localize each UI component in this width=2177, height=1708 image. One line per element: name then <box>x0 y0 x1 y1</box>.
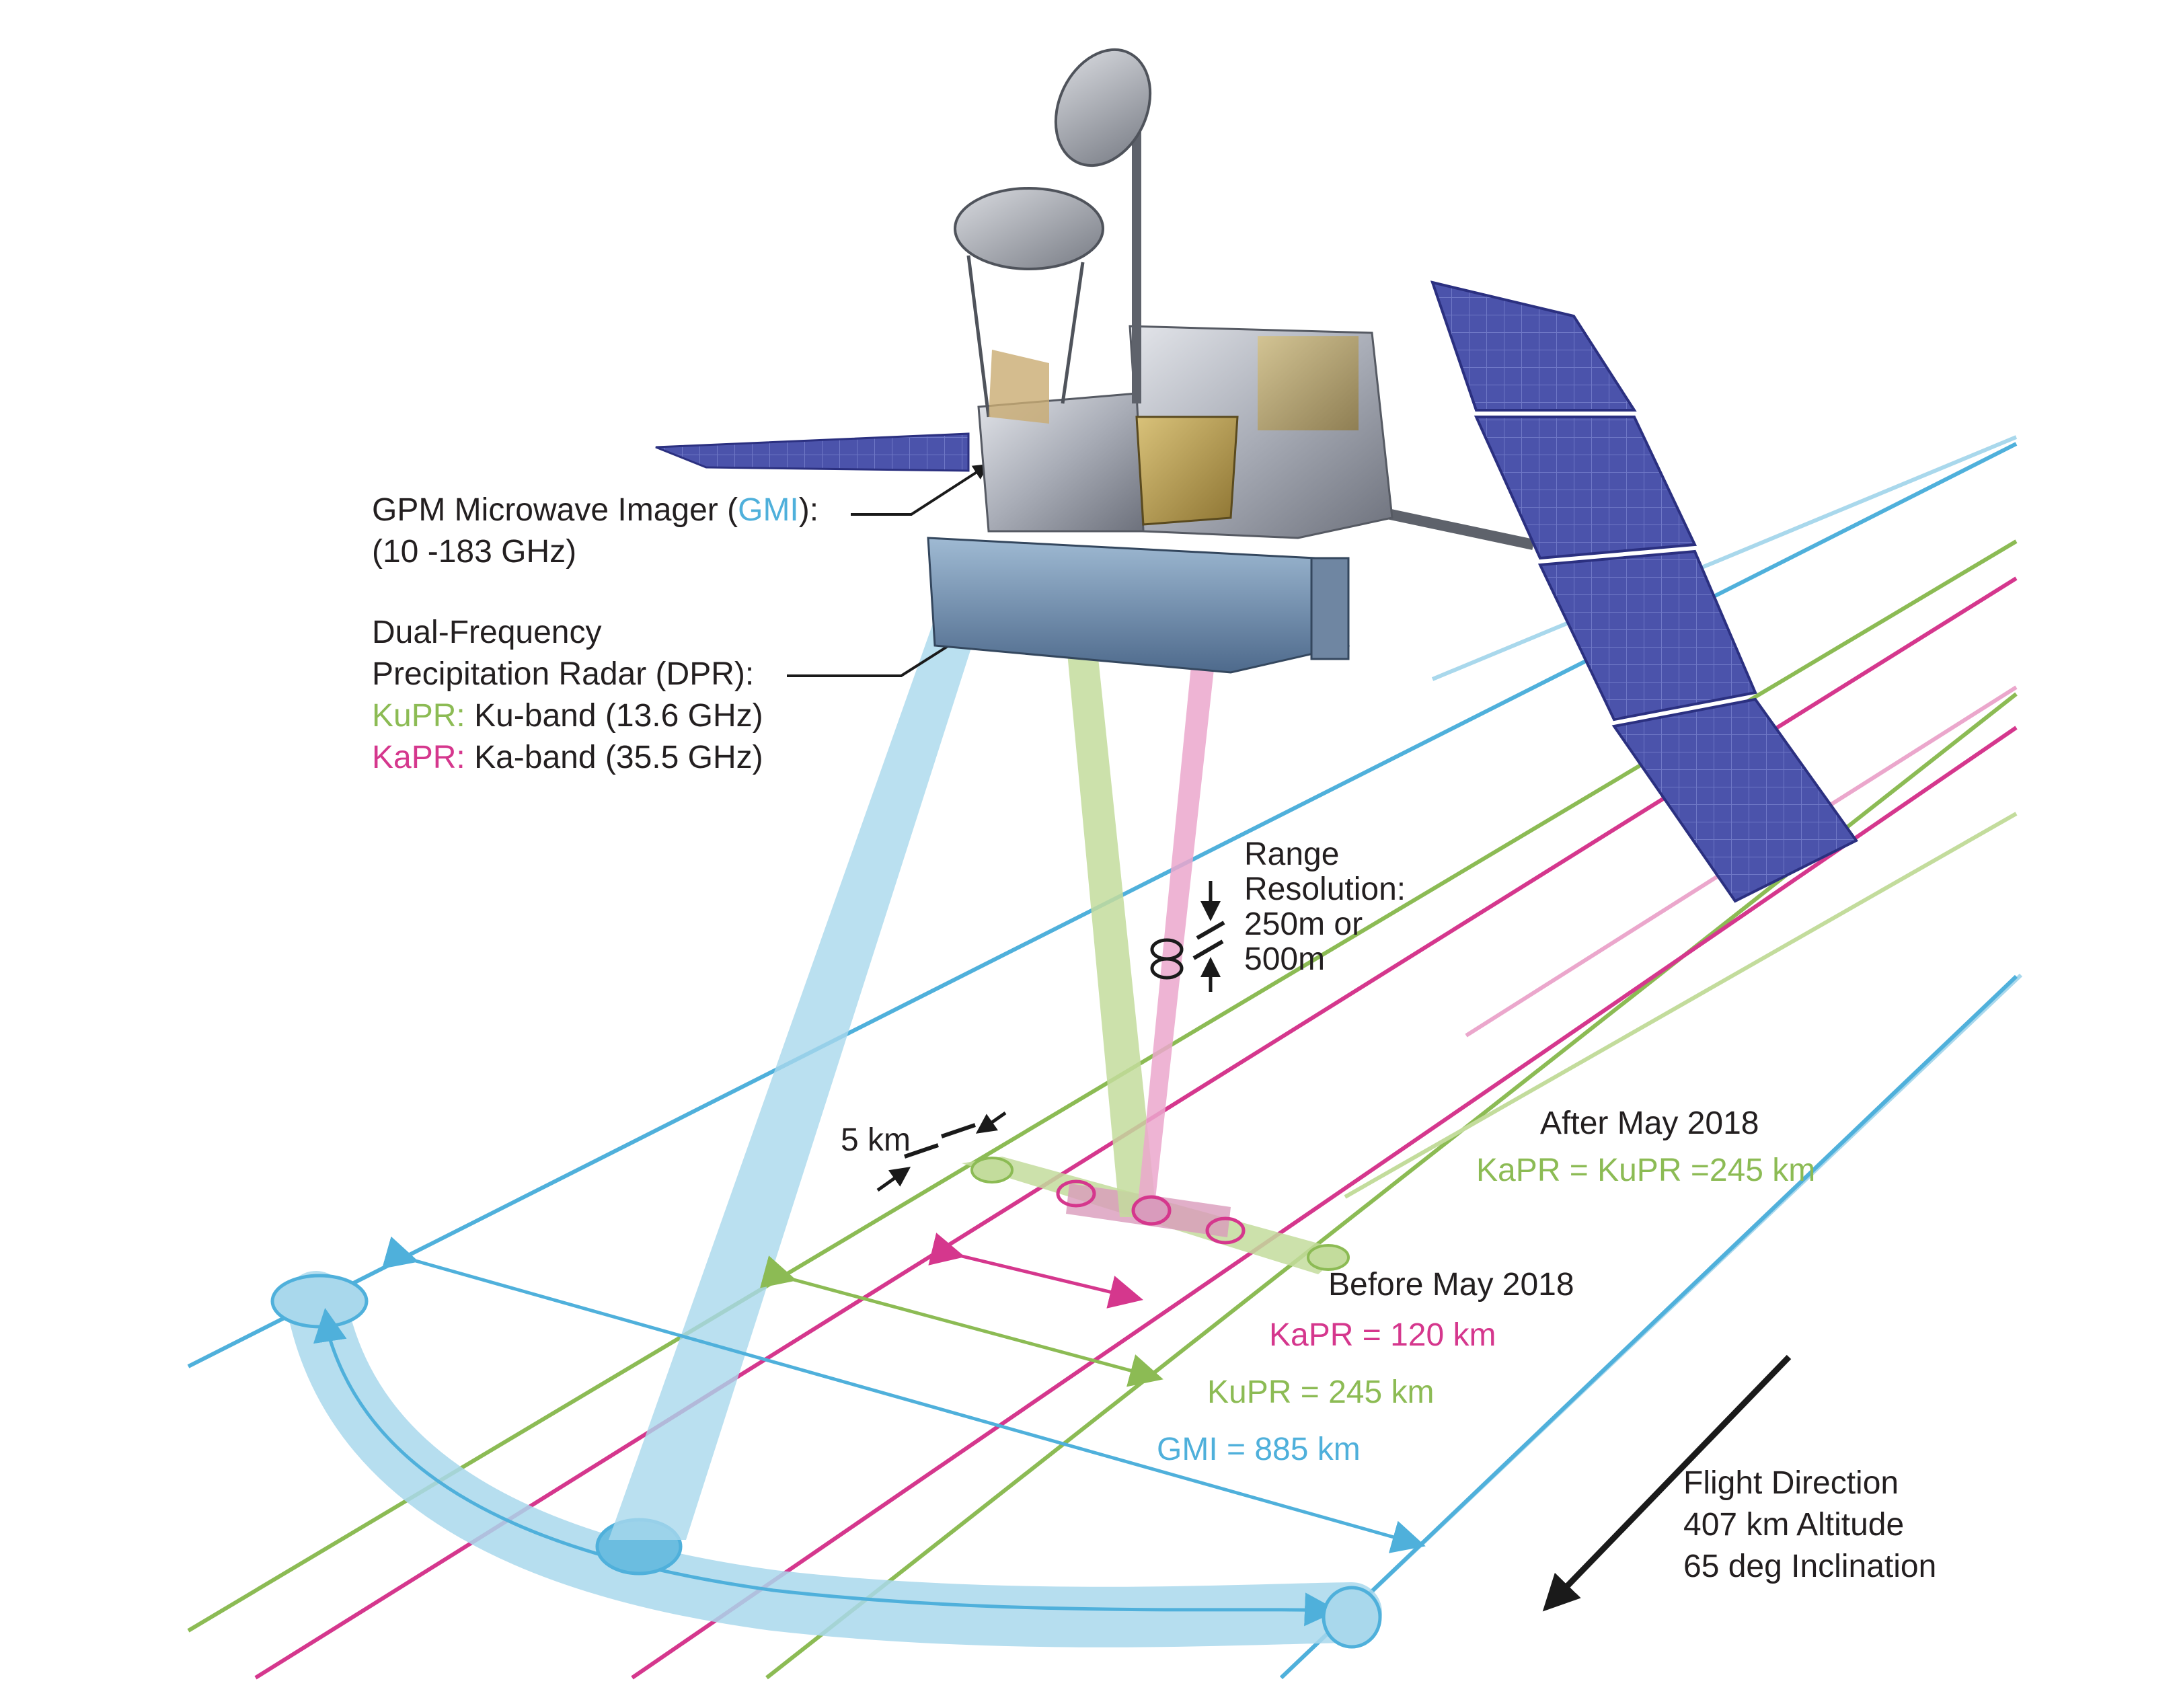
dpr-label: Dual-Frequency Precipitation Radar (DPR)… <box>372 612 763 779</box>
gmi-swath-edge-near-lower <box>1279 974 2018 1680</box>
kapr-footprint-2 <box>1131 1195 1172 1226</box>
flight-info: Flight Direction 407 km Altitude 65 deg … <box>1683 1463 1936 1588</box>
inclination-text: 65 deg Inclination <box>1683 1549 1937 1584</box>
kupr-edge-3-faded <box>1344 812 2018 1199</box>
flight-direction-arrow <box>1542 1354 1792 1612</box>
kapr-footprint-1 <box>1056 1179 1096 1208</box>
high-gain-antenna <box>1054 48 1152 167</box>
range-resolution-line2: Resolution: <box>1244 871 1406 907</box>
gmi-width-arrow <box>381 1236 1426 1553</box>
gmi-footprint-left <box>270 1274 369 1329</box>
satellite-illustration <box>655 48 1858 903</box>
after-may-2018-heading: After May 2018 <box>1540 1105 1759 1141</box>
range-resolution-line4: 500m <box>1244 941 1326 977</box>
dpr-label-line1: Dual-Frequency <box>372 615 602 650</box>
gmi-acronym: GMI <box>738 492 799 528</box>
before-gmi-value: GMI = 885 km <box>1157 1432 1361 1467</box>
gmi-label-prefix: GPM Microwave Imager ( <box>372 492 738 528</box>
dpr-antenna <box>927 537 1350 674</box>
kupr-frequency: Ku-band (13.6 GHz) <box>474 698 763 734</box>
kapr-width-arrow <box>928 1233 1143 1309</box>
kupr-width-arrow <box>760 1255 1163 1387</box>
dpr-label-line2: Precipitation Radar (DPR): <box>372 656 755 692</box>
flight-direction-text: Flight Direction <box>1683 1465 1899 1501</box>
altitude-text: 407 km Altitude <box>1683 1507 1905 1543</box>
gmi-swath-edge-faded <box>1431 435 2018 681</box>
kupr-prefix: KuPR: <box>372 698 465 734</box>
gmi-frequency: (10 -183 GHz) <box>372 534 577 570</box>
range-resolution-label: Range Resolution: 250m or 500m <box>1244 837 1406 977</box>
kapr-prefix: KaPR: <box>372 740 465 775</box>
right-solar-array <box>1430 280 1858 903</box>
kapr-beam <box>1137 639 1217 1217</box>
kupr-beam <box>1066 639 1157 1217</box>
kapr-frequency: Ka-band (35.5 GHz) <box>474 740 763 775</box>
gmi-label: GPM Microwave Imager (GMI): (10 -183 GHz… <box>372 490 818 573</box>
after-may-2018-value: KaPR = KuPR =245 km <box>1476 1153 1816 1188</box>
before-may-2018-heading: Before May 2018 <box>1328 1267 1574 1303</box>
range-resolution-line3: 250m or <box>1244 906 1363 942</box>
gmi-footprint-right <box>1322 1586 1382 1649</box>
gmi-reflector <box>954 187 1104 270</box>
left-solar-panel <box>655 432 970 472</box>
before-kupr-value: KuPR = 245 km <box>1207 1374 1435 1410</box>
dimension-arrows <box>381 881 1426 1553</box>
range-resolution-line1: Range <box>1244 837 1340 872</box>
before-kapr-value: KaPR = 120 km <box>1269 1317 1496 1353</box>
gmi-label-suffix: ): <box>798 492 819 528</box>
footprint-label: 5 km <box>841 1122 911 1158</box>
